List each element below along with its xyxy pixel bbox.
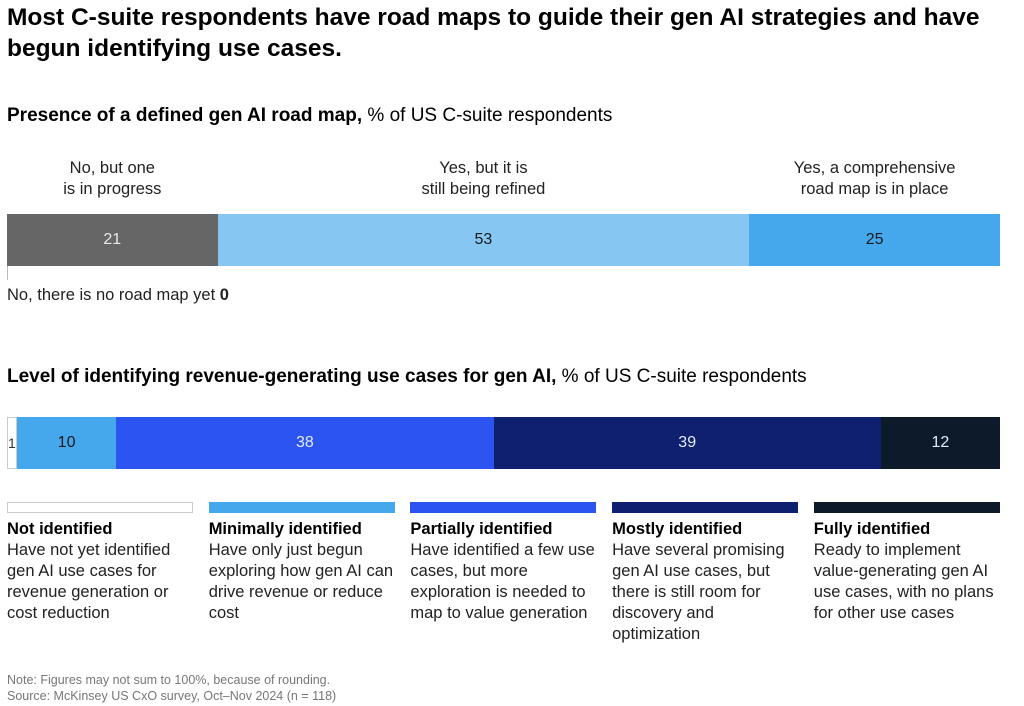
legend-swatch bbox=[813, 502, 1000, 513]
legend-swatch bbox=[410, 502, 597, 513]
chart2-subtitle: % of US C-suite respondents bbox=[561, 366, 807, 387]
legend-description: Have only just begun exploring how gen A… bbox=[208, 541, 394, 622]
bar-segment: 1 bbox=[7, 417, 17, 469]
zero-value: 0 bbox=[219, 286, 229, 304]
chart-title: Most C-suite respondents have road maps … bbox=[7, 4, 980, 62]
chart1-heading: Presence of a defined gen AI road map, %… bbox=[7, 105, 612, 127]
bar-segment: 25 bbox=[749, 214, 1000, 266]
legend-title: Fully identified bbox=[813, 520, 931, 538]
legend-title: Not identified bbox=[7, 520, 113, 538]
data-label: 12 bbox=[931, 434, 950, 451]
data-label: 25 bbox=[865, 231, 884, 248]
data-label: 53 bbox=[474, 231, 493, 248]
data-label: 38 bbox=[295, 434, 314, 451]
data-label: 21 bbox=[103, 231, 122, 248]
chart1-bar: 21 53 25 bbox=[7, 214, 1000, 266]
legend-description: Have not yet identified gen AI use cases… bbox=[7, 541, 171, 622]
source: Source: McKinsey US CxO survey, Oct–Nov … bbox=[7, 689, 337, 703]
legend-swatch bbox=[7, 502, 193, 513]
bar-segment: 53 bbox=[217, 214, 750, 266]
data-label: 10 bbox=[57, 434, 76, 451]
legend-description: Have identified a few use cases, but mor… bbox=[410, 541, 595, 622]
bar-segment: 38 bbox=[116, 417, 494, 469]
legend-description: Have several promising gen AI use cases,… bbox=[612, 541, 785, 643]
data-label: 1 bbox=[8, 435, 16, 451]
data-label: 39 bbox=[678, 434, 697, 451]
legend-swatch bbox=[612, 502, 799, 513]
chart1-subtitle: % of US C-suite respondents bbox=[367, 105, 613, 126]
note: Note: Figures may not sum to 100%, becau… bbox=[7, 673, 331, 687]
bar-segment: 10 bbox=[16, 417, 117, 469]
legend-description: Ready to implement value-generating gen … bbox=[813, 541, 994, 622]
bar-segment: 21 bbox=[7, 214, 218, 266]
legend-item: Partially identified Have identified a fe… bbox=[410, 502, 597, 624]
category-label: Yes, but it is still being refined bbox=[421, 159, 546, 198]
category-label: Yes, a comprehensive road map is in plac… bbox=[793, 159, 956, 198]
bar-segment: 39 bbox=[493, 417, 881, 469]
zero-tick bbox=[7, 266, 8, 280]
zero-label: No, there is no road map yet 0 bbox=[7, 286, 229, 304]
chart1-title: Presence of a defined gen AI road map, bbox=[7, 105, 363, 126]
chart2-heading: Level of identifying revenue-generating … bbox=[7, 366, 807, 388]
category-label: No, but one is in progress bbox=[63, 159, 162, 198]
legend-item: Mostly identified Have several promising … bbox=[612, 502, 799, 645]
chart2-bar: 1 10 38 39 12 bbox=[7, 417, 1000, 469]
legend-swatch bbox=[208, 502, 395, 513]
legend-title: Mostly identified bbox=[612, 520, 743, 538]
legend-item: Not identified Have not yet identified ge… bbox=[7, 502, 193, 624]
legend-item: Minimally identified Have only just begun… bbox=[208, 502, 395, 624]
legend-title: Partially identified bbox=[410, 520, 553, 538]
bar-segment: 12 bbox=[880, 417, 1000, 469]
legend-title: Minimally identified bbox=[208, 520, 362, 538]
legend-item: Fully identified Ready to implement value… bbox=[813, 502, 1000, 624]
chart2-title: Level of identifying revenue-generating … bbox=[7, 366, 557, 387]
